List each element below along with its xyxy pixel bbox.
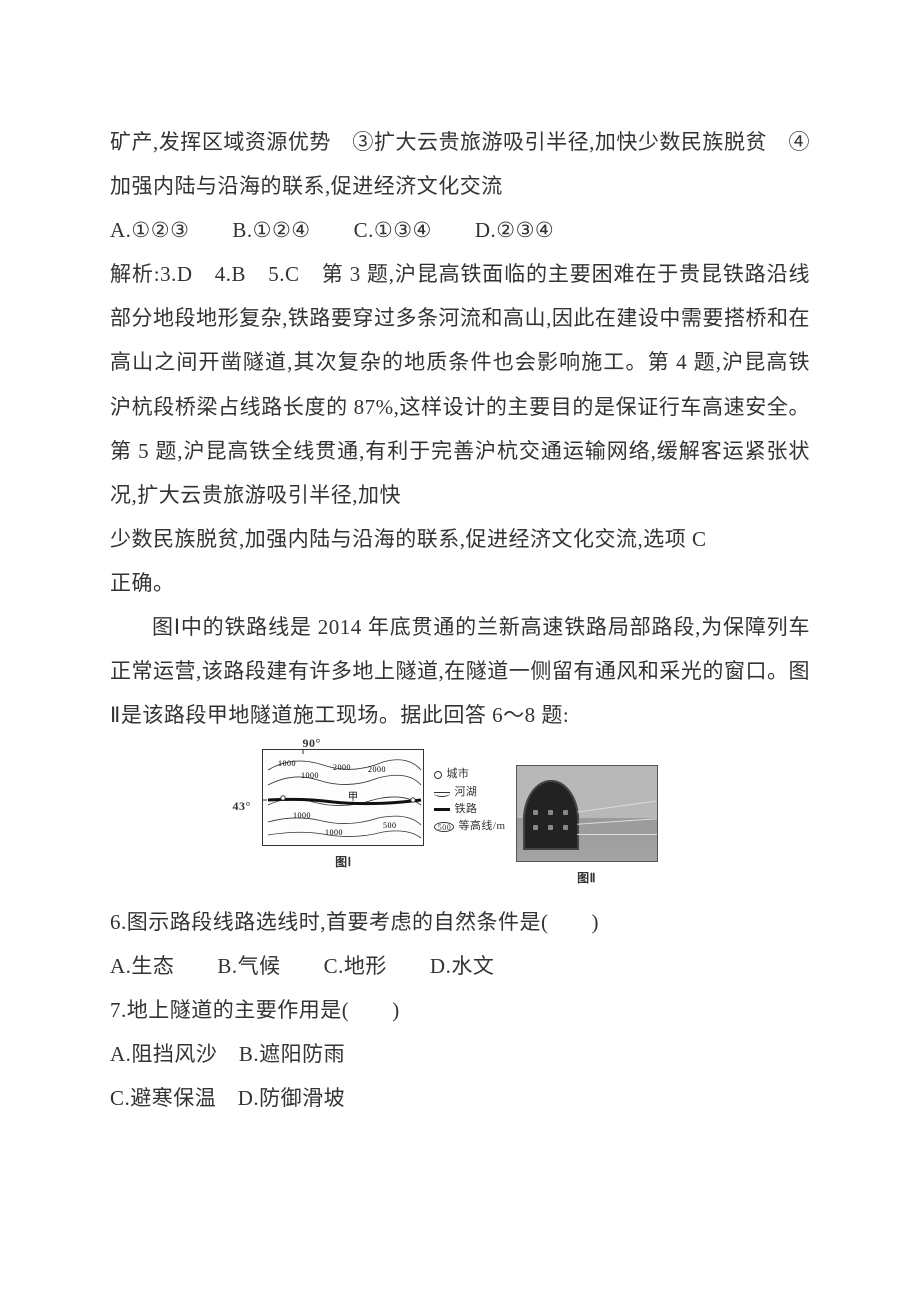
- tunnel-portal: [523, 780, 579, 850]
- svg-text:1000: 1000: [278, 759, 296, 768]
- svg-text:1000: 1000: [301, 771, 319, 780]
- legend-city-label: 城市: [446, 767, 469, 782]
- figure-1-column: 90° 43°: [262, 749, 424, 875]
- photo-box: [516, 765, 658, 862]
- legend-river-label: 河湖: [454, 785, 477, 800]
- passage-intro: 图Ⅰ中的铁路线是 2014 年底贯通的兰新高速铁路局部路段,为保障列车正常运营,…: [110, 605, 810, 737]
- rail-icon: [434, 808, 450, 811]
- figure-2-column: 图Ⅱ: [516, 749, 658, 891]
- svg-text:1000: 1000: [325, 828, 343, 837]
- explanation-paragraph-2: 少数民族脱贫,加强内陆与沿海的联系,促进经济文化交流,选项 C: [110, 517, 810, 561]
- svg-text:2000: 2000: [333, 763, 351, 772]
- contour-icon: 500: [434, 822, 454, 832]
- q5-options: A.①②③ B.①②④ C.①③④ D.②③④: [110, 208, 810, 252]
- legend-city: 城市: [434, 767, 505, 782]
- figure-block: 90° 43°: [110, 749, 810, 891]
- map-box: 甲 1000 1000 2000 2000 1000 500 1000: [262, 749, 424, 846]
- q7-stem: 7.地上隧道的主要作用是( ): [110, 988, 810, 1032]
- document-page: 矿产,发挥区域资源优势 ③扩大云贵旅游吸引半径,加快少数民族脱贫 ④加强内陆与沿…: [0, 0, 920, 1180]
- map-legend: 城市 河湖 铁路 500 等高线/m: [434, 749, 505, 837]
- continuation-paragraph: 矿产,发挥区域资源优势 ③扩大云贵旅游吸引半径,加快少数民族脱贫 ④加强内陆与沿…: [110, 120, 810, 208]
- q7-options-line2: C.避寒保温 D.防御滑坡: [110, 1076, 810, 1120]
- q6-options: A.生态 B.气候 C.地形 D.水文: [110, 944, 810, 988]
- map-marker-jia: 甲: [348, 792, 359, 803]
- legend-river: 河湖: [434, 785, 505, 800]
- figure-2-caption: 图Ⅱ: [577, 866, 596, 891]
- legend-rail-label: 铁路: [454, 802, 477, 817]
- city-icon: [434, 771, 442, 779]
- legend-contour: 500 等高线/m: [434, 819, 505, 834]
- q7-options-line1: A.阻挡风沙 B.遮阳防雨: [110, 1032, 810, 1076]
- legend-rail: 铁路: [434, 802, 505, 817]
- explanation-paragraph-1: 解析:3.D 4.B 5.C 第 3 题,沪昆高铁面临的主要困难在于贵昆铁路沿线…: [110, 252, 810, 517]
- river-icon: [434, 792, 450, 793]
- figure-1-caption: 图Ⅰ: [335, 850, 352, 875]
- svg-text:1000: 1000: [293, 811, 311, 820]
- legend-contour-label: 等高线/m: [458, 819, 505, 834]
- svg-text:500: 500: [383, 821, 397, 830]
- latitude-label: 43°: [232, 794, 250, 819]
- svg-text:2000: 2000: [368, 765, 386, 774]
- explanation-paragraph-3: 正确。: [110, 561, 810, 605]
- q6-stem: 6.图示路段线路选线时,首要考虑的自然条件是( ): [110, 900, 810, 944]
